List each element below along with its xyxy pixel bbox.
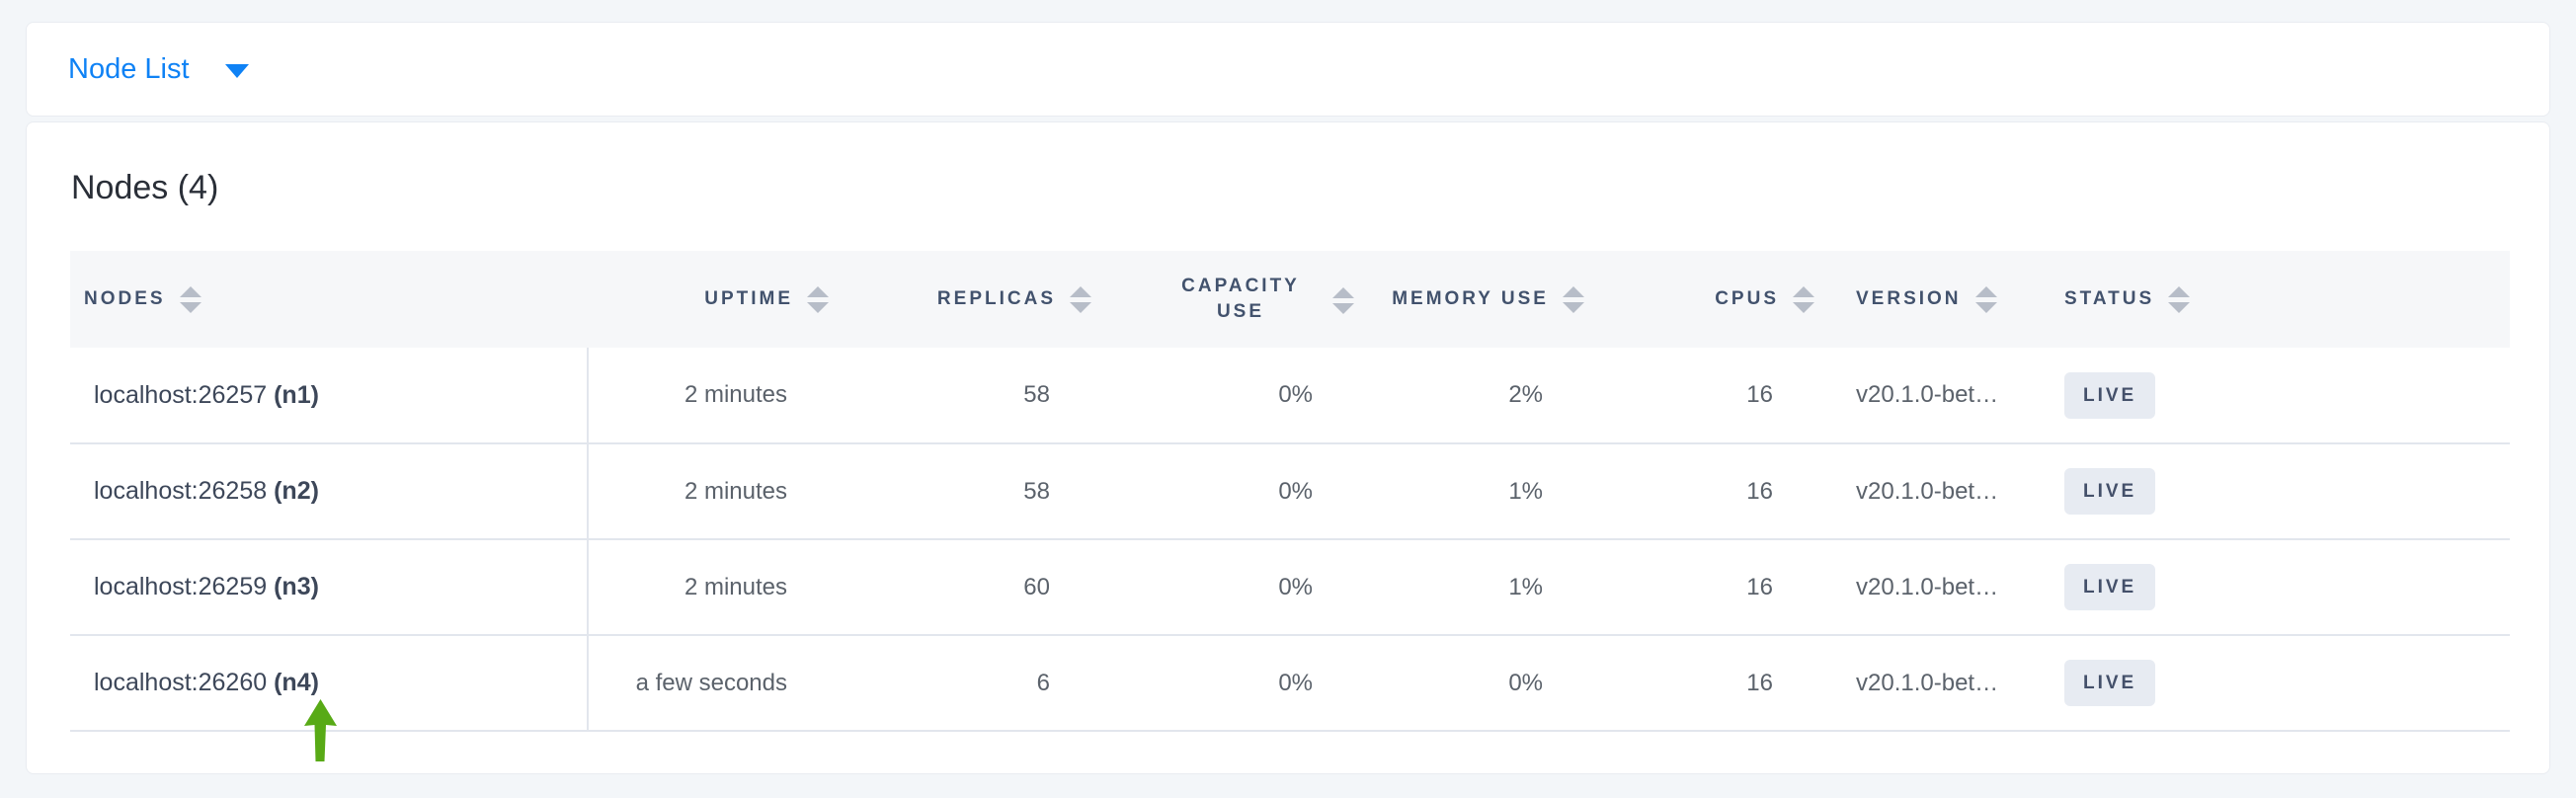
status-cell: LIVE (2039, 443, 2510, 540)
node-id: (n1) (274, 380, 319, 409)
node-address-cell[interactable]: localhost:26257 (n1) (70, 348, 589, 444)
column-label: CAPACITY USE (1181, 276, 1300, 322)
node-id: (n4) (274, 669, 319, 696)
column-label: NODES (84, 288, 166, 309)
green-up-arrow (304, 699, 337, 761)
version-cell: v20.1.0-bet… (1816, 635, 2039, 732)
version-cell: v20.1.0-bet… (1816, 539, 2039, 636)
status-badge: LIVE (2064, 371, 2156, 419)
column-header-replicas[interactable]: REPLICAS (831, 251, 1093, 348)
table-row: localhost:26260 (n4) a few seconds 6 0% 0% 16… (70, 635, 2510, 732)
sort-icon (1332, 287, 1354, 314)
view-selector-dropdown[interactable]: Node List (68, 52, 249, 85)
column-label: UPTIME (704, 288, 793, 309)
cpus-cell: 16 (1586, 348, 1816, 444)
cpus-cell: 16 (1586, 443, 1816, 540)
node-address-cell[interactable]: localhost:26258 (n2) (70, 443, 589, 540)
memory-use-cell: 0% (1356, 635, 1586, 732)
sort-icon (1070, 285, 1091, 313)
memory-use-cell: 1% (1356, 539, 1586, 636)
column-header-capacity_use[interactable]: CAPACITY USE (1093, 251, 1356, 348)
node-id: (n3) (274, 573, 319, 600)
status-badge: LIVE (2064, 564, 2156, 610)
view-selector-bar: Node List (26, 22, 2550, 117)
sort-icon (1563, 285, 1584, 313)
column-label: REPLICAS (936, 288, 1056, 309)
version-cell: v20.1.0-bet… (1816, 443, 2039, 540)
column-label: STATUS (2064, 288, 2155, 309)
column-label: VERSION (1856, 288, 1962, 309)
sort-icon (1974, 285, 1997, 313)
table-row: localhost:26257 (n1) 2 minutes 58 0% 2% 16 v20… (70, 348, 2510, 444)
table-row: localhost:26258 (n2) 2 minutes 58 0% 1% 16 v20… (70, 443, 2510, 540)
node-address[interactable]: localhost:26259 (94, 573, 275, 600)
status-badge: LIVE (2064, 660, 2156, 706)
replicas-cell: 6 (831, 635, 1093, 732)
capacity-use-cell: 0% (1093, 635, 1356, 732)
status-cell: LIVE (2039, 539, 2510, 636)
node-list-table: NODES UPTIME REPLICAS CAPACITY USE MEMORY US… (70, 251, 2510, 732)
table-row: localhost:26259 (n3) 2 minutes 60 0% 1% 16 v20… (70, 539, 2510, 636)
column-header-memory_use[interactable]: MEMORY USE (1356, 251, 1586, 348)
node-id: (n2) (274, 477, 319, 505)
column-header-version[interactable]: VERSION (1816, 251, 2039, 348)
capacity-use-cell: 0% (1093, 348, 1356, 444)
uptime-cell: a few seconds (588, 635, 831, 732)
nodes-card: Nodes (4) NODES UPTIME REPLICAS CAPACITY US… (26, 121, 2550, 774)
status-badge: LIVE (2064, 468, 2156, 515)
sort-icon (179, 285, 201, 313)
table-body: localhost:26257 (n1) 2 minutes 58 0% 2% 16 v20… (70, 348, 2510, 732)
uptime-cell: 2 minutes (588, 443, 831, 540)
uptime-cell: 2 minutes (588, 539, 831, 636)
column-label: MEMORY USE (1392, 288, 1549, 309)
capacity-use-cell: 0% (1093, 443, 1356, 540)
node-address[interactable]: localhost:26257 (94, 380, 275, 409)
status-cell: LIVE (2039, 635, 2510, 732)
memory-use-cell: 1% (1356, 443, 1586, 540)
cpus-cell: 16 (1586, 635, 1816, 732)
column-header-cpus[interactable]: CPUS (1586, 251, 1816, 348)
page-title: Nodes (4) (71, 169, 219, 206)
version-cell: v20.1.0-bet… (1816, 348, 2039, 444)
view-selector-label: Node List (68, 52, 190, 85)
replicas-cell: 60 (831, 539, 1093, 636)
column-header-nodes[interactable]: NODES (70, 251, 588, 348)
status-cell: LIVE (2039, 348, 2510, 444)
column-label: CPUS (1715, 288, 1779, 309)
uptime-cell: 2 minutes (588, 348, 831, 444)
cpus-cell: 16 (1586, 539, 1816, 636)
column-header-uptime[interactable]: UPTIME (588, 251, 831, 348)
replicas-cell: 58 (831, 443, 1093, 540)
memory-use-cell: 2% (1356, 348, 1586, 444)
table-header-row: NODES UPTIME REPLICAS CAPACITY USE MEMORY US… (70, 251, 2510, 348)
node-address[interactable]: localhost:26260 (94, 669, 275, 696)
replicas-cell: 58 (831, 348, 1093, 444)
capacity-use-cell: 0% (1093, 539, 1356, 636)
node-address-cell[interactable]: localhost:26259 (n3) (70, 539, 589, 636)
column-header-status[interactable]: STATUS (2039, 251, 2510, 348)
sort-icon (807, 285, 829, 313)
node-address[interactable]: localhost:26258 (94, 477, 275, 505)
sort-icon (1793, 285, 1814, 313)
chevron-down-icon (224, 64, 249, 78)
sort-icon (2168, 285, 2191, 313)
